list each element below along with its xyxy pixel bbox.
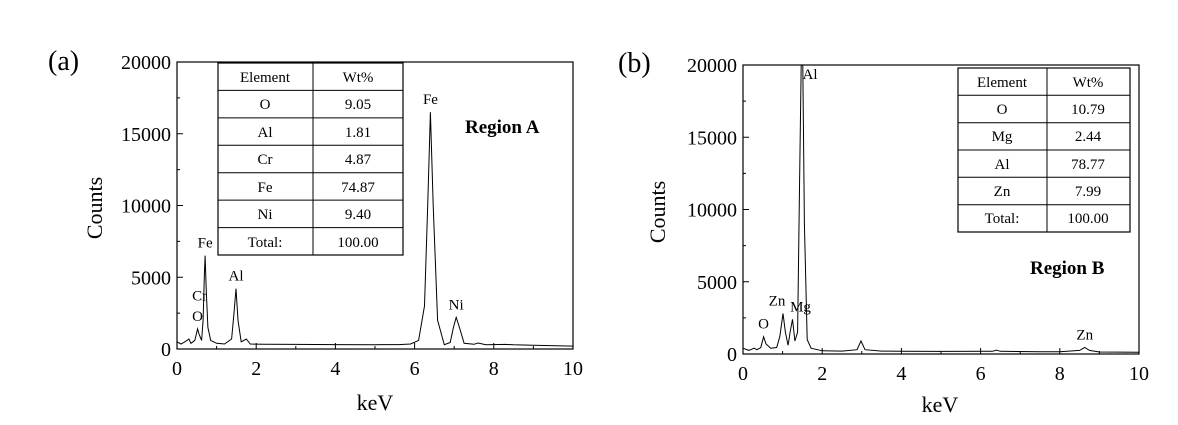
- panel-a-x-axis-label: keV: [357, 390, 394, 415]
- peak-label: Al: [803, 67, 818, 83]
- x-tick-label: 8: [1055, 363, 1065, 385]
- panel-b-composition-table: Element Wt% O 10.79 Mg 2.44 Al 78.77 Zn …: [957, 67, 1131, 233]
- y-tick-label: 0: [161, 339, 171, 361]
- panel-b-ticks: 0 2 4 6 8 10 0 5000 10000 15000 20000: [687, 55, 1149, 385]
- x-tick-label: 2: [817, 363, 827, 385]
- x-tick-label: 6: [410, 358, 420, 380]
- panel-a-composition-table: Element Wt% O 9.05 Al 1.81 Cr 4.87 Fe 74…: [217, 62, 404, 256]
- panel-a-label: (a): [48, 46, 79, 77]
- panel-b-table-cell: 7.99: [1075, 184, 1101, 200]
- panel-a-y-axis-label: Counts: [82, 177, 107, 239]
- panel-b-table-header-wt: Wt%: [1073, 75, 1104, 91]
- peak-label: Mg: [790, 299, 811, 315]
- panel-b-table-cell: Zn: [994, 184, 1011, 200]
- panel-b-plot-frame: [742, 64, 1140, 355]
- panel-a-plot-frame: [176, 61, 574, 350]
- panel-b-table-cell: 78.77: [1071, 157, 1105, 173]
- peak-label: Zn: [1076, 327, 1093, 343]
- y-tick-label: 10000: [687, 200, 737, 222]
- y-tick-label: 5000: [697, 272, 737, 294]
- panel-a-table-cell: 74.87: [341, 180, 375, 196]
- x-tick-label: 0: [738, 363, 748, 385]
- y-tick-label: 0: [727, 344, 737, 366]
- panel-b-table-cell: Mg: [992, 129, 1013, 145]
- panel-a-peak-labels: O Cr Fe Al Fe Ni: [192, 92, 464, 325]
- panel-b-table-header-element: Element: [977, 75, 1028, 91]
- peak-label: O: [758, 317, 769, 333]
- x-tick-label: 8: [489, 358, 499, 380]
- panel-a-table-cell: 4.87: [345, 152, 372, 168]
- peak-label: Al: [229, 269, 244, 285]
- x-tick-label: 6: [976, 363, 986, 385]
- peak-label: Ni: [449, 297, 464, 313]
- y-tick-label: 15000: [687, 127, 737, 149]
- panel-a-table-cell: 9.40: [345, 207, 371, 223]
- panel-a-table-cell: Cr: [258, 152, 273, 168]
- panel-a-table-frame: [217, 62, 404, 256]
- panel-a-region-label: Region A: [465, 117, 540, 138]
- panel-b-x-axis-label: keV: [922, 392, 959, 417]
- panel-a-table-cell: 1.81: [345, 125, 371, 141]
- y-tick-label: 10000: [121, 196, 171, 218]
- panel-b-label: (b): [618, 48, 651, 79]
- panel-a-ticks: 0 2 4 6 8 10 0 5000 10000 15000 20000: [121, 52, 583, 380]
- panel-a-table-cell: O: [260, 97, 271, 113]
- panel-a-spectrum-line: [176, 112, 574, 347]
- y-tick-label: 5000: [131, 267, 171, 289]
- panel-b-table-cell: O: [997, 102, 1008, 118]
- x-tick-label: 4: [896, 363, 906, 385]
- y-tick-label: 20000: [687, 55, 737, 77]
- x-tick-label: 0: [172, 358, 182, 380]
- panel-b-table-cell: Al: [995, 157, 1010, 173]
- panel-a-table-cell: Fe: [258, 180, 273, 196]
- x-tick-label: 2: [251, 358, 261, 380]
- peak-label: Fe: [423, 92, 438, 108]
- panel-b-region-label: Region B: [1030, 258, 1105, 279]
- x-tick-label: 4: [330, 358, 340, 380]
- panel-a-table-cell: 9.05: [345, 97, 371, 113]
- y-tick-label: 15000: [121, 124, 171, 146]
- panel-b-table-cell: 2.44: [1075, 129, 1102, 145]
- peak-label: Zn: [769, 294, 786, 310]
- panel-b-spectrum-line: [742, 64, 1140, 353]
- panel-a-chart: (a) Counts keV 0 2 4 6 8 10 0 5000 10000 15000 200…: [48, 46, 583, 415]
- y-tick-label: 20000: [121, 52, 171, 74]
- panel-a-table-header-wt: Wt%: [343, 70, 374, 86]
- peak-label: Cr: [192, 289, 207, 305]
- peak-label: O: [192, 309, 203, 325]
- panel-b-table-cell: 100.00: [1067, 211, 1108, 227]
- x-tick-label: 10: [1129, 363, 1149, 385]
- panel-a-table-cell: Al: [258, 125, 273, 141]
- panel-a-table-cell: Ni: [258, 207, 273, 223]
- panel-b-y-axis-label: Counts: [645, 181, 670, 243]
- panel-a-table-cell: Total:: [248, 235, 283, 251]
- panel-b-chart: (b) Counts keV 0 2 4 6 8 10 0 5000 10000 15000 200…: [618, 48, 1149, 417]
- peak-label: Fe: [198, 236, 213, 252]
- panel-b-table-cell: 10.79: [1071, 102, 1105, 118]
- panel-a-table-header-element: Element: [240, 70, 291, 86]
- x-tick-label: 10: [563, 358, 583, 380]
- panel-b-table-cell: Total:: [985, 211, 1020, 227]
- panel-a-table-cell: 100.00: [337, 235, 378, 251]
